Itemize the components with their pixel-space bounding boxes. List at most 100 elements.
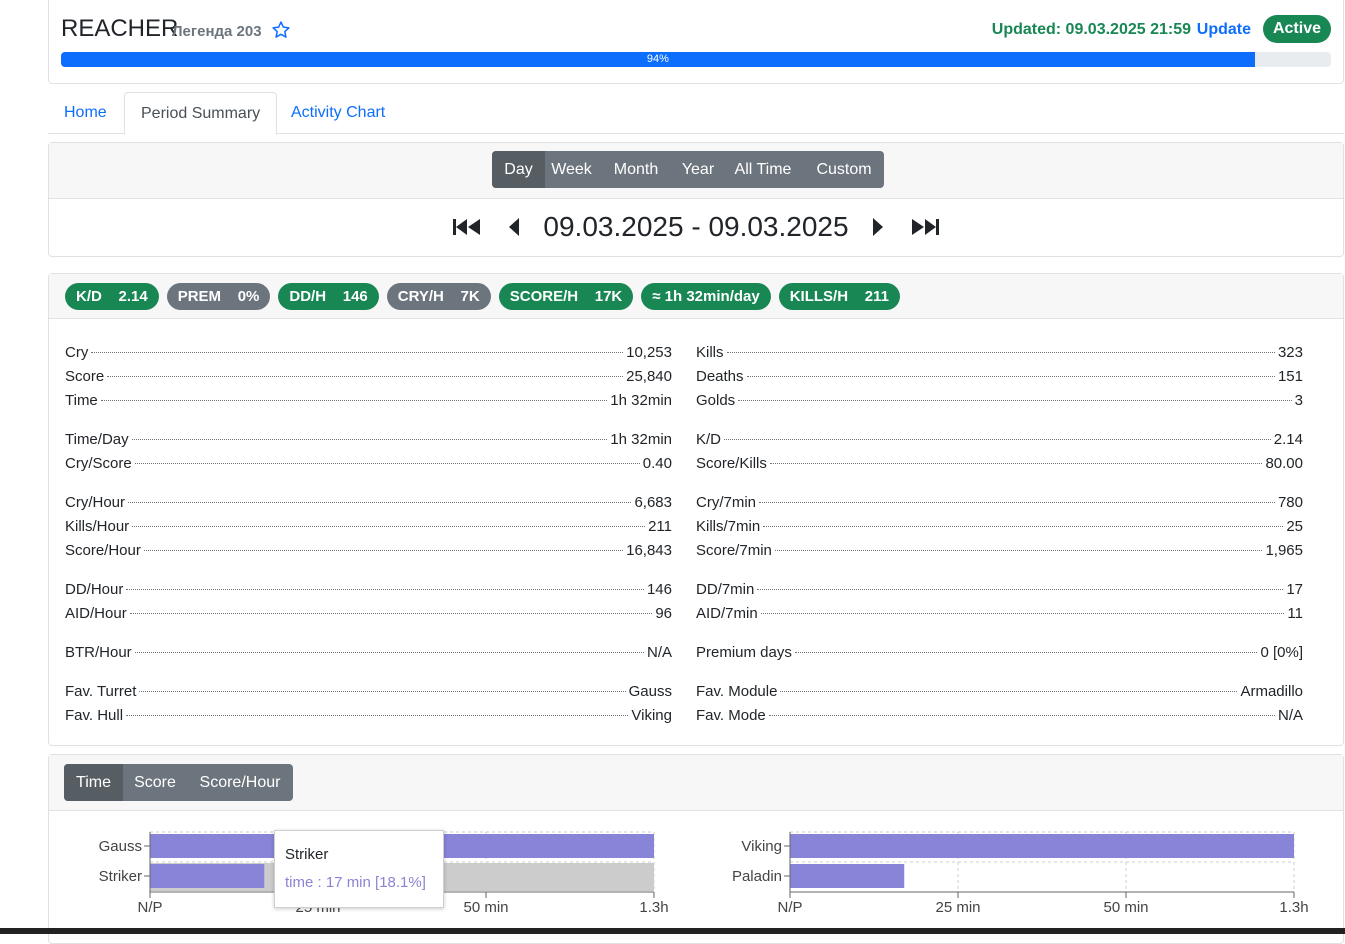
right-stat-row: Kills/7min 25: [696, 518, 1303, 542]
dot-leader: [128, 502, 632, 503]
dot-leader: [143, 550, 624, 551]
right-stat-row: K/D 2.14: [696, 431, 1303, 455]
date-navigator: 09.03.2025 - 09.03.2025: [49, 209, 1343, 243]
stat-badge: CRY/H 7K: [386, 283, 491, 310]
stat-label: Kills/7min: [696, 518, 761, 535]
chart-button-score[interactable]: Score: [134, 774, 176, 791]
category-label: Paladin: [732, 868, 782, 885]
stat-value: N/A: [1277, 707, 1303, 724]
player-rank: Легенда 203: [172, 23, 262, 40]
tooltip-title: Striker: [285, 846, 329, 863]
right-stat-row: Score/7min 1,965: [696, 542, 1303, 566]
tooltip-body: time : 17 min [18.1%]: [285, 874, 426, 891]
dot-leader: [738, 400, 1292, 401]
period-button-week[interactable]: Week: [551, 161, 592, 178]
period-button-day[interactable]: Day: [492, 151, 545, 188]
period-button-month[interactable]: Month: [613, 161, 659, 178]
stat-label: BTR/Hour: [65, 644, 132, 661]
stat-label: DD/Hour: [65, 581, 124, 598]
stat-value: 1h 32min: [610, 392, 672, 409]
status-badge: Active: [1262, 15, 1331, 43]
hull-time-chart: Viking Paladin N/P 25 min 50 min 1.3h: [732, 831, 1309, 916]
range-end: 09.03.2025: [708, 210, 849, 242]
right-stat-row: Fav. Module Armadillo: [696, 683, 1303, 707]
dot-leader: [746, 376, 1275, 377]
stat-value: Armadillo: [1240, 683, 1303, 700]
chart-tooltip: Striker time : 17 min [18.1%]: [274, 830, 444, 908]
x-tick-label: 1.3h: [639, 899, 668, 916]
stat-badge: ≈ 1h 32min/day: [641, 283, 771, 310]
chart-button-score-hour[interactable]: Score/Hour: [199, 774, 281, 791]
dot-leader: [107, 376, 624, 377]
dot-leader: [768, 715, 1275, 716]
last-period-icon[interactable]: [910, 216, 940, 238]
stat-value: 11: [1287, 605, 1303, 622]
range-start: 09.03.2025: [543, 210, 684, 242]
stat-value: 25,840: [626, 368, 672, 385]
dot-leader: [134, 652, 644, 653]
stat-value: 323: [1277, 344, 1303, 361]
stat-value: N/A: [646, 644, 672, 661]
stat-label: Time/Day: [65, 431, 129, 448]
tab-home[interactable]: Home: [64, 104, 107, 121]
chart-button-time[interactable]: Time: [64, 764, 123, 801]
dot-leader: [759, 502, 1275, 503]
tab-period-summary[interactable]: Period Summary: [124, 92, 278, 135]
tab-activity-chart[interactable]: Activity Chart: [291, 104, 386, 121]
summary-badges: K/D 2.14 PREM 0% DD/H 146 CRY/H 7K SCORE/H 1…: [65, 283, 900, 310]
x-tick-label: 50 min: [1103, 899, 1148, 916]
stat-label: Kills: [696, 344, 724, 361]
left-stat-row: Fav. Turret Gauss: [65, 683, 672, 707]
update-link[interactable]: Update: [1196, 21, 1251, 38]
period-button-year[interactable]: Year: [681, 161, 715, 178]
dot-leader: [139, 691, 626, 692]
date-range: 09.03.2025 - 09.03.2025: [543, 211, 848, 243]
star-icon[interactable]: [271, 20, 291, 40]
dot-leader: [794, 652, 1258, 653]
period-button-custom[interactable]: Custom: [816, 161, 872, 178]
left-stat-row: Cry 10,253: [65, 344, 672, 368]
stat-value: 0 [0%]: [1260, 644, 1303, 661]
stat-label: AID/7min: [696, 605, 758, 622]
stat-value: 80.00: [1265, 455, 1303, 472]
stat-label: Deaths: [696, 368, 744, 385]
left-stat-row: Cry/Hour 6,683: [65, 494, 672, 518]
stat-label: AID/Hour: [65, 605, 127, 622]
stat-value: 780: [1277, 494, 1303, 511]
first-period-icon[interactable]: [452, 216, 482, 238]
right-stat-row: Premium days 0 [0%]: [696, 644, 1303, 668]
stat-badge: K/D 2.14: [65, 283, 159, 310]
x-tick-label: 25 min: [935, 899, 980, 916]
x-tick-label: 1.3h: [1279, 899, 1308, 916]
dot-leader: [129, 613, 653, 614]
dot-leader: [757, 589, 1284, 590]
stat-label: Premium days: [696, 644, 792, 661]
stat-label: K/D: [696, 431, 722, 448]
right-stat-row: Cry/7min 780: [696, 494, 1303, 518]
next-period-icon[interactable]: [870, 216, 886, 238]
left-stat-row: AID/Hour 96: [65, 605, 672, 629]
stats-header: K/D 2.14 PREM 0% DD/H 146 CRY/H 7K SCORE/H 1…: [49, 274, 1343, 319]
left-stat-row: Time/Day 1h 32min: [65, 431, 672, 455]
stat-label: Cry/Score: [65, 455, 132, 472]
previous-period-icon[interactable]: [506, 216, 522, 238]
x-tick-label: N/P: [137, 899, 162, 916]
dot-leader: [91, 352, 624, 353]
chart-metric-button-group: Time Score Score/Hour: [64, 764, 293, 801]
stat-value: 146: [646, 581, 672, 598]
right-stat-row: Deaths 151: [696, 368, 1303, 392]
category-label: Viking: [741, 838, 782, 855]
left-stat-row: Score 25,840: [65, 368, 672, 392]
left-stat-row: BTR/Hour N/A: [65, 644, 672, 668]
dot-leader: [126, 589, 644, 590]
bar-paladin: [790, 864, 905, 888]
progress-bar: 94%: [61, 52, 1255, 67]
stat-value: 151: [1277, 368, 1303, 385]
window-bottom-edge: [0, 928, 1345, 934]
stat-badge: DD/H 146: [278, 283, 379, 310]
progress-track: 94%: [61, 52, 1331, 67]
stat-label: Kills/Hour: [65, 518, 130, 535]
stat-label: Fav. Module: [696, 683, 778, 700]
period-button-all-time[interactable]: All Time: [734, 161, 792, 178]
stat-value: 2.14: [1273, 431, 1303, 448]
